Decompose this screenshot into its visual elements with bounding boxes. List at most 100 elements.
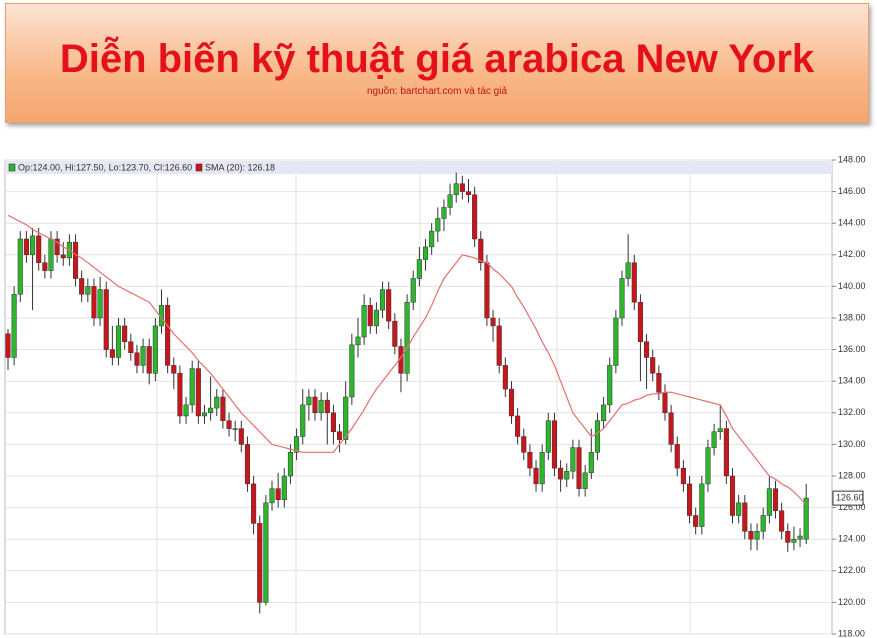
candle-body xyxy=(189,368,195,406)
candle-body xyxy=(564,471,570,480)
candle-body xyxy=(23,238,29,256)
y-tick-label: 126.00 xyxy=(838,502,866,512)
candle-body xyxy=(472,194,478,240)
candle-body xyxy=(5,333,11,358)
candle-body xyxy=(410,278,416,303)
candle-body xyxy=(48,238,54,271)
candle-body xyxy=(257,523,263,603)
candle-body xyxy=(72,241,79,279)
candle-body xyxy=(208,407,214,414)
candle-body xyxy=(613,317,619,366)
candle-body xyxy=(349,344,355,398)
candle-body xyxy=(97,289,103,319)
candle-body xyxy=(85,286,91,295)
candle-body xyxy=(251,483,257,524)
candle-body xyxy=(699,483,705,527)
candle-body xyxy=(281,475,287,500)
candle-body xyxy=(195,368,201,417)
candle-body xyxy=(171,365,177,374)
candle-body xyxy=(30,235,36,256)
candle-body xyxy=(447,194,453,208)
candle-body xyxy=(422,246,429,260)
candle-body xyxy=(588,452,594,474)
candle-body xyxy=(785,531,791,543)
legend-sma: SMA (20): 126.18 xyxy=(205,162,275,172)
candle-body xyxy=(367,305,373,327)
candle-body xyxy=(373,309,379,327)
candle-body xyxy=(214,396,220,409)
candle-body xyxy=(545,420,551,453)
candle-body xyxy=(619,278,625,319)
candle-body xyxy=(361,305,367,338)
candle-body xyxy=(656,373,662,393)
y-tick-label: 134.00 xyxy=(838,376,866,386)
candle-body xyxy=(226,420,232,429)
candle-body xyxy=(42,262,48,271)
chart-title: Diễn biến kỹ thuật giá arabica New York xyxy=(59,37,815,81)
candle-body xyxy=(772,488,779,512)
candle-body xyxy=(36,235,42,263)
candle-body xyxy=(582,472,588,489)
candle-body xyxy=(386,289,392,322)
candle-body xyxy=(717,428,723,433)
candle-body xyxy=(625,262,631,279)
candle-body xyxy=(379,289,386,311)
y-tick-label: 146.00 xyxy=(838,186,866,196)
y-tick-label: 122.00 xyxy=(838,565,866,575)
header: Diễn biến kỹ thuật giá arabica New York … xyxy=(5,3,869,123)
candle-body xyxy=(662,392,668,414)
y-tick-label: 136.00 xyxy=(838,344,866,354)
candle-body xyxy=(54,238,60,256)
candle-body xyxy=(484,262,490,319)
candle-body xyxy=(109,349,115,358)
candle-body xyxy=(416,259,422,279)
candle-body xyxy=(551,420,558,469)
y-tick-label: 144.00 xyxy=(838,218,866,228)
candle-body xyxy=(576,447,582,489)
candle-body xyxy=(312,396,318,414)
candle-body xyxy=(754,531,760,540)
last-price-label: 126.60 xyxy=(836,492,864,502)
candle-body xyxy=(60,254,66,259)
candle-body xyxy=(441,207,447,219)
candle-body xyxy=(650,357,656,374)
y-tick-label: 148.00 xyxy=(838,154,866,164)
candle-body xyxy=(760,515,766,532)
candle-body xyxy=(594,420,600,453)
y-tick-label: 124.00 xyxy=(838,534,866,544)
candle-body xyxy=(300,404,306,437)
candle-body xyxy=(644,341,650,358)
y-tick-label: 120.00 xyxy=(838,597,866,607)
chart: Op:124.00, Hi:127.50, Lo:123.70, Cl:126.… xyxy=(4,154,866,638)
candle-body xyxy=(766,488,772,516)
candle-body xyxy=(748,531,754,540)
candle-body xyxy=(803,497,809,540)
candle-body xyxy=(324,399,330,414)
candle-body xyxy=(146,346,152,374)
candle-body xyxy=(521,436,527,453)
candle-body xyxy=(723,428,729,477)
candle-body xyxy=(244,444,251,485)
candle-body xyxy=(79,278,85,295)
y-tick-label: 142.00 xyxy=(838,249,866,259)
candle-body xyxy=(686,483,693,516)
candle-body xyxy=(779,510,785,532)
candle-body xyxy=(607,365,613,406)
y-tick-label: 140.00 xyxy=(838,281,866,291)
candle-body xyxy=(490,317,496,327)
candle-body xyxy=(220,396,226,421)
candle-body xyxy=(570,447,576,472)
candle-body xyxy=(183,404,189,417)
candle-body xyxy=(558,467,564,480)
candle-body xyxy=(306,396,312,406)
candle-body xyxy=(478,238,484,263)
legend-swatch xyxy=(8,163,16,172)
plot-area xyxy=(4,159,833,635)
candle-body xyxy=(502,365,508,390)
candle-body xyxy=(177,373,183,417)
candle-body xyxy=(797,535,803,540)
candle-body xyxy=(287,452,293,477)
candle-body xyxy=(465,191,472,196)
candle-body xyxy=(392,320,398,347)
y-tick-label: 130.00 xyxy=(838,439,866,449)
